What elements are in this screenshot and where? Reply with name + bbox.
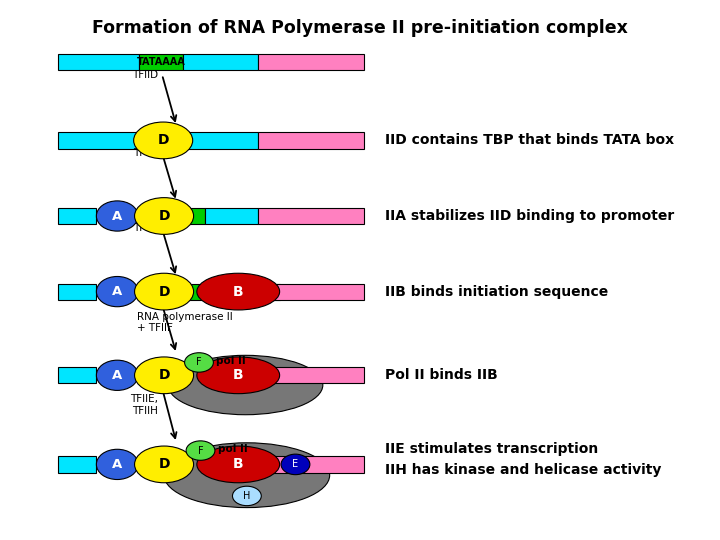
Ellipse shape (197, 273, 279, 310)
Ellipse shape (96, 201, 138, 231)
Text: TATAAAA: TATAAAA (137, 57, 185, 67)
Text: RNA polymerase II
+ TFIIF: RNA polymerase II + TFIIF (137, 312, 233, 333)
FancyBboxPatch shape (58, 54, 139, 70)
Ellipse shape (197, 446, 279, 483)
Text: B: B (233, 368, 243, 382)
Ellipse shape (184, 353, 213, 372)
Text: A: A (112, 210, 122, 222)
Ellipse shape (233, 486, 261, 505)
Text: B: B (233, 457, 243, 471)
Ellipse shape (186, 441, 215, 460)
FancyBboxPatch shape (172, 132, 188, 149)
Text: D: D (158, 368, 170, 382)
FancyBboxPatch shape (258, 54, 364, 70)
FancyBboxPatch shape (258, 208, 364, 224)
Text: D: D (158, 133, 169, 147)
Ellipse shape (135, 198, 194, 234)
Text: A: A (112, 369, 122, 382)
FancyBboxPatch shape (139, 54, 183, 70)
Ellipse shape (135, 357, 194, 394)
Text: IIA stabilizes IID binding to promoter: IIA stabilizes IID binding to promoter (385, 209, 675, 223)
FancyBboxPatch shape (138, 132, 154, 149)
FancyBboxPatch shape (189, 284, 202, 300)
Ellipse shape (164, 443, 330, 508)
Text: TFIIB: TFIIB (133, 224, 158, 233)
FancyBboxPatch shape (258, 132, 364, 149)
FancyBboxPatch shape (258, 456, 364, 472)
FancyBboxPatch shape (258, 284, 364, 300)
Text: TFIID: TFIID (132, 70, 158, 79)
Text: E: E (292, 460, 299, 469)
FancyBboxPatch shape (204, 208, 258, 224)
Text: IIE stimulates transcription: IIE stimulates transcription (385, 442, 598, 456)
FancyBboxPatch shape (58, 456, 96, 472)
FancyBboxPatch shape (58, 284, 96, 300)
Ellipse shape (281, 454, 310, 475)
FancyBboxPatch shape (58, 367, 96, 383)
Text: B: B (233, 285, 243, 299)
Ellipse shape (135, 446, 194, 483)
Text: D: D (158, 457, 170, 471)
Text: Pol II binds IIB: Pol II binds IIB (385, 368, 498, 382)
Text: IID contains TBP that binds TATA box: IID contains TBP that binds TATA box (385, 133, 675, 147)
Text: A: A (112, 285, 122, 298)
Text: A: A (112, 458, 122, 471)
Ellipse shape (197, 357, 279, 394)
Text: IIB binds initiation sequence: IIB binds initiation sequence (385, 285, 608, 299)
Text: IIH has kinase and helicase activity: IIH has kinase and helicase activity (385, 463, 662, 477)
Ellipse shape (134, 122, 193, 159)
FancyBboxPatch shape (258, 284, 279, 300)
FancyBboxPatch shape (189, 208, 204, 224)
Text: D: D (158, 285, 170, 299)
Text: pol II: pol II (216, 356, 246, 366)
Text: H: H (243, 491, 251, 501)
FancyBboxPatch shape (183, 54, 258, 70)
Text: D: D (158, 209, 170, 223)
Ellipse shape (168, 355, 323, 415)
Text: F: F (196, 357, 202, 367)
FancyBboxPatch shape (58, 208, 96, 224)
Text: F: F (198, 446, 203, 456)
FancyBboxPatch shape (58, 132, 138, 149)
Ellipse shape (96, 360, 138, 390)
FancyBboxPatch shape (258, 367, 364, 383)
Ellipse shape (135, 273, 194, 310)
Ellipse shape (96, 276, 138, 307)
Text: pol II: pol II (217, 444, 248, 455)
Text: TFIIA: TFIIA (133, 148, 158, 158)
Text: TFIIE,
TFIIH: TFIIE, TFIIH (130, 394, 158, 416)
Text: Formation of RNA Polymerase II pre-initiation complex: Formation of RNA Polymerase II pre-initi… (92, 19, 628, 37)
Ellipse shape (96, 449, 138, 480)
FancyBboxPatch shape (188, 132, 258, 149)
